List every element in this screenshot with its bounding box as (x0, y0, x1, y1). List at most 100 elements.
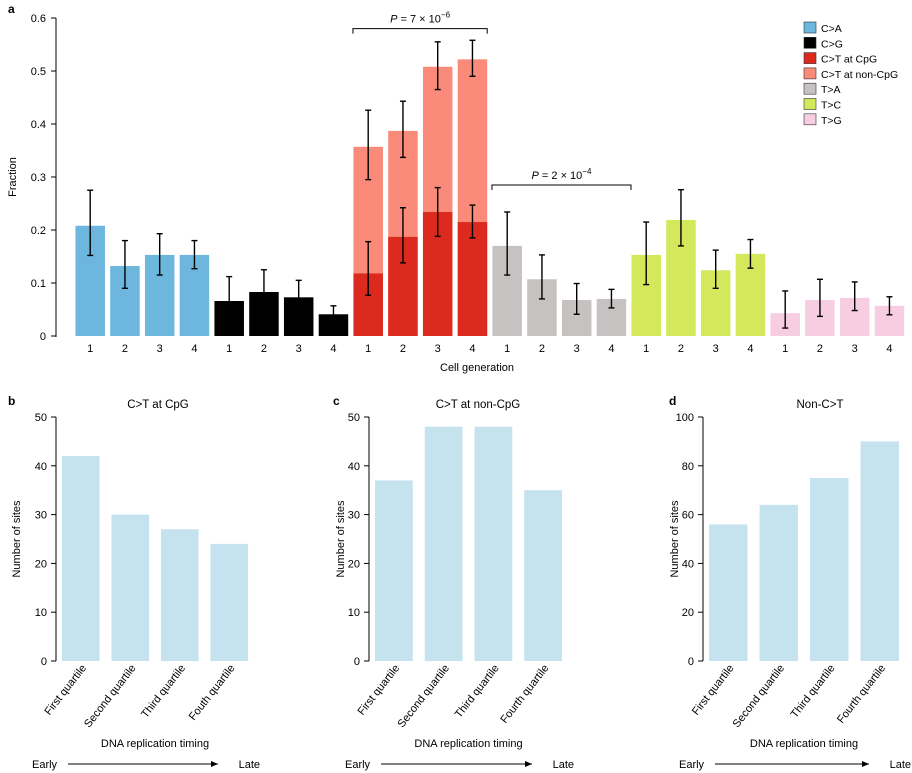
panel-a-legend: C>A C>G C>T at CpG C>T at non-CpG T>A T>C T>G (803, 21, 898, 127)
legend-label: C>T at non-CpG (821, 69, 898, 81)
legend-label: C>G (821, 38, 843, 50)
panel-a-x-tick-label: 3 (435, 343, 441, 355)
legend-label: T>A (821, 84, 841, 96)
panel-a-x-tick-label: 2 (122, 343, 128, 355)
panel-b-arrow-start: Early (32, 759, 58, 771)
legend-swatch (803, 98, 817, 110)
panel-b-y-tick-label: 0 (41, 656, 47, 668)
panel-c-bar-1 (374, 480, 413, 661)
p-value-exponent: −6 (441, 11, 451, 20)
legend-label: C>T at CpG (821, 54, 877, 66)
panel-a-y-ticks: 0 0.1 0.2 0.3 0.4 0.5 0.6 (31, 13, 56, 343)
panel-a-x-tick-label: 1 (782, 343, 788, 355)
panel-b-y-tick-label: 50 (35, 412, 47, 424)
panel-b-y-tick-label: 40 (35, 461, 47, 473)
significance-bracket (352, 28, 488, 34)
panel-d-arrow-end: Late (890, 759, 911, 771)
panel-c-bar-4 (524, 490, 563, 661)
panel-d-bar-2 (759, 504, 798, 661)
panel-a-x-tick-label: 3 (157, 343, 163, 355)
panel-b-x-tick-label: Third quartile (139, 662, 188, 720)
panel-label-b: b (8, 394, 15, 408)
panel-d-xlabel: DNA replication timing (750, 738, 858, 750)
significance-p-value: P = 7 × 10−6 (390, 11, 450, 26)
panel-d-y-tick-label: 100 (676, 412, 694, 424)
p-value-text: = 2 × 10 (539, 170, 582, 182)
p-value-exponent: −4 (582, 167, 592, 176)
panel-a-xlabel: Cell generation (440, 362, 514, 374)
legend-swatch (803, 21, 817, 34)
panel-d-ylabel: Number of sites (669, 500, 681, 578)
panel-c-y-tick-label: 20 (348, 558, 360, 570)
panel-c: c C>T at non-CpG Number of sites 0 10 20 30 40 5… (333, 394, 574, 771)
panel-d-bar-3 (810, 478, 849, 661)
panel-a-x-tick-label: 3 (713, 343, 719, 355)
panel-a-x-ticks: 1 2 3 4 1 2 3 4 1 2 3 4 1 2 3 4 1 2 3 4 1 2 3 4 (87, 343, 892, 355)
panel-c-x-tick-label: Fourth quartile (498, 662, 551, 725)
panel-label-a: a (8, 2, 15, 16)
panel-a-y-tick-label: 0.6 (31, 13, 46, 25)
panel-a-x-tick-label: 4 (330, 343, 336, 355)
legend-swatch (803, 113, 817, 126)
panel-a-annotations: P = 7 × 10−6P = 2 × 10−4 (352, 11, 632, 190)
bar-c-to-g-gen4 (318, 314, 349, 336)
panel-a-y-tick-label: 0.5 (31, 66, 46, 78)
panel-b-x-tick-label: Fouth quartile (187, 662, 238, 722)
panel-d-bar-1 (709, 524, 748, 661)
p-value-symbol: P (390, 14, 398, 26)
bar-ct-cpg-gen4 (457, 222, 488, 336)
legend-swatch (803, 52, 817, 64)
panel-d-x-tick-label: First quartile (690, 662, 737, 717)
panel-b-x-tick-label: First quartile (42, 662, 89, 717)
panel-a-error-bars (87, 39, 893, 329)
panel-c-y-tick-label: 10 (348, 607, 360, 619)
panel-c-bar-3 (474, 426, 513, 661)
panel-a-x-tick-label: 4 (886, 343, 892, 355)
panel-b-y-tick-label: 30 (35, 510, 47, 522)
legend-swatch (803, 82, 817, 95)
panel-d-y-tick-label: 60 (682, 510, 694, 522)
panel-a: a Fraction Cell generation 0 0.1 0.2 0.3 0.4… (7, 2, 905, 374)
legend-swatch (803, 36, 817, 49)
legend-swatch (803, 67, 817, 80)
panel-b-bar-1 (61, 456, 100, 661)
panel-a-bars (75, 59, 905, 337)
panel-a-x-tick-label: 3 (852, 343, 858, 355)
panel-b-bar-2 (111, 514, 150, 661)
panel-b-bar-3 (160, 529, 199, 661)
panel-c-y-tick-label: 40 (348, 461, 360, 473)
panel-c-x-tick-label: First quartile (356, 662, 403, 717)
panel-d-bar-4 (860, 441, 899, 661)
legend-label: T>C (821, 100, 842, 112)
panel-c-ylabel: Number of sites (335, 500, 347, 578)
panel-a-x-tick-label: 1 (226, 343, 232, 355)
panel-label-d: d (669, 394, 676, 408)
panel-d: d Non-C>T Number of sites 0 20 40 60 80 100 First… (669, 394, 911, 771)
panel-a-x-tick-label: 2 (678, 343, 684, 355)
panel-label-c: c (333, 394, 340, 408)
panel-a-y-tick-label: 0 (40, 331, 46, 343)
panel-a-x-tick-label: 3 (296, 343, 302, 355)
panel-a-x-tick-label: 4 (469, 343, 475, 355)
panel-a-ylabel: Fraction (7, 157, 19, 197)
panel-d-y-tick-label: 40 (682, 558, 694, 570)
panel-a-x-tick-label: 2 (400, 343, 406, 355)
panel-a-x-tick-label: 3 (574, 343, 580, 355)
p-value-text: = 7 × 10 (397, 14, 440, 26)
legend-label: C>A (821, 23, 842, 35)
panel-c-xlabel: DNA replication timing (414, 738, 522, 750)
panel-a-x-tick-label: 1 (87, 343, 93, 355)
panel-b-xlabel: DNA replication timing (101, 738, 209, 750)
panel-a-y-tick-label: 0.4 (31, 119, 46, 131)
panel-d-arrow-start: Early (679, 759, 705, 771)
panel-a-x-tick-label: 1 (504, 343, 510, 355)
panel-a-x-tick-label: 2 (817, 343, 823, 355)
panel-c-arrow-start: Early (345, 759, 371, 771)
panel-b-arrow-end: Late (239, 759, 260, 771)
panel-b-y-tick-label: 20 (35, 558, 47, 570)
panel-a-x-tick-label: 4 (608, 343, 614, 355)
small-panels: b C>T at CpG Number of sites 0 10 20 30 40 50 Fir… (8, 394, 911, 771)
panel-d-x-tick-label: Third quartile (789, 662, 838, 720)
panel-a-x-tick-label: 1 (643, 343, 649, 355)
